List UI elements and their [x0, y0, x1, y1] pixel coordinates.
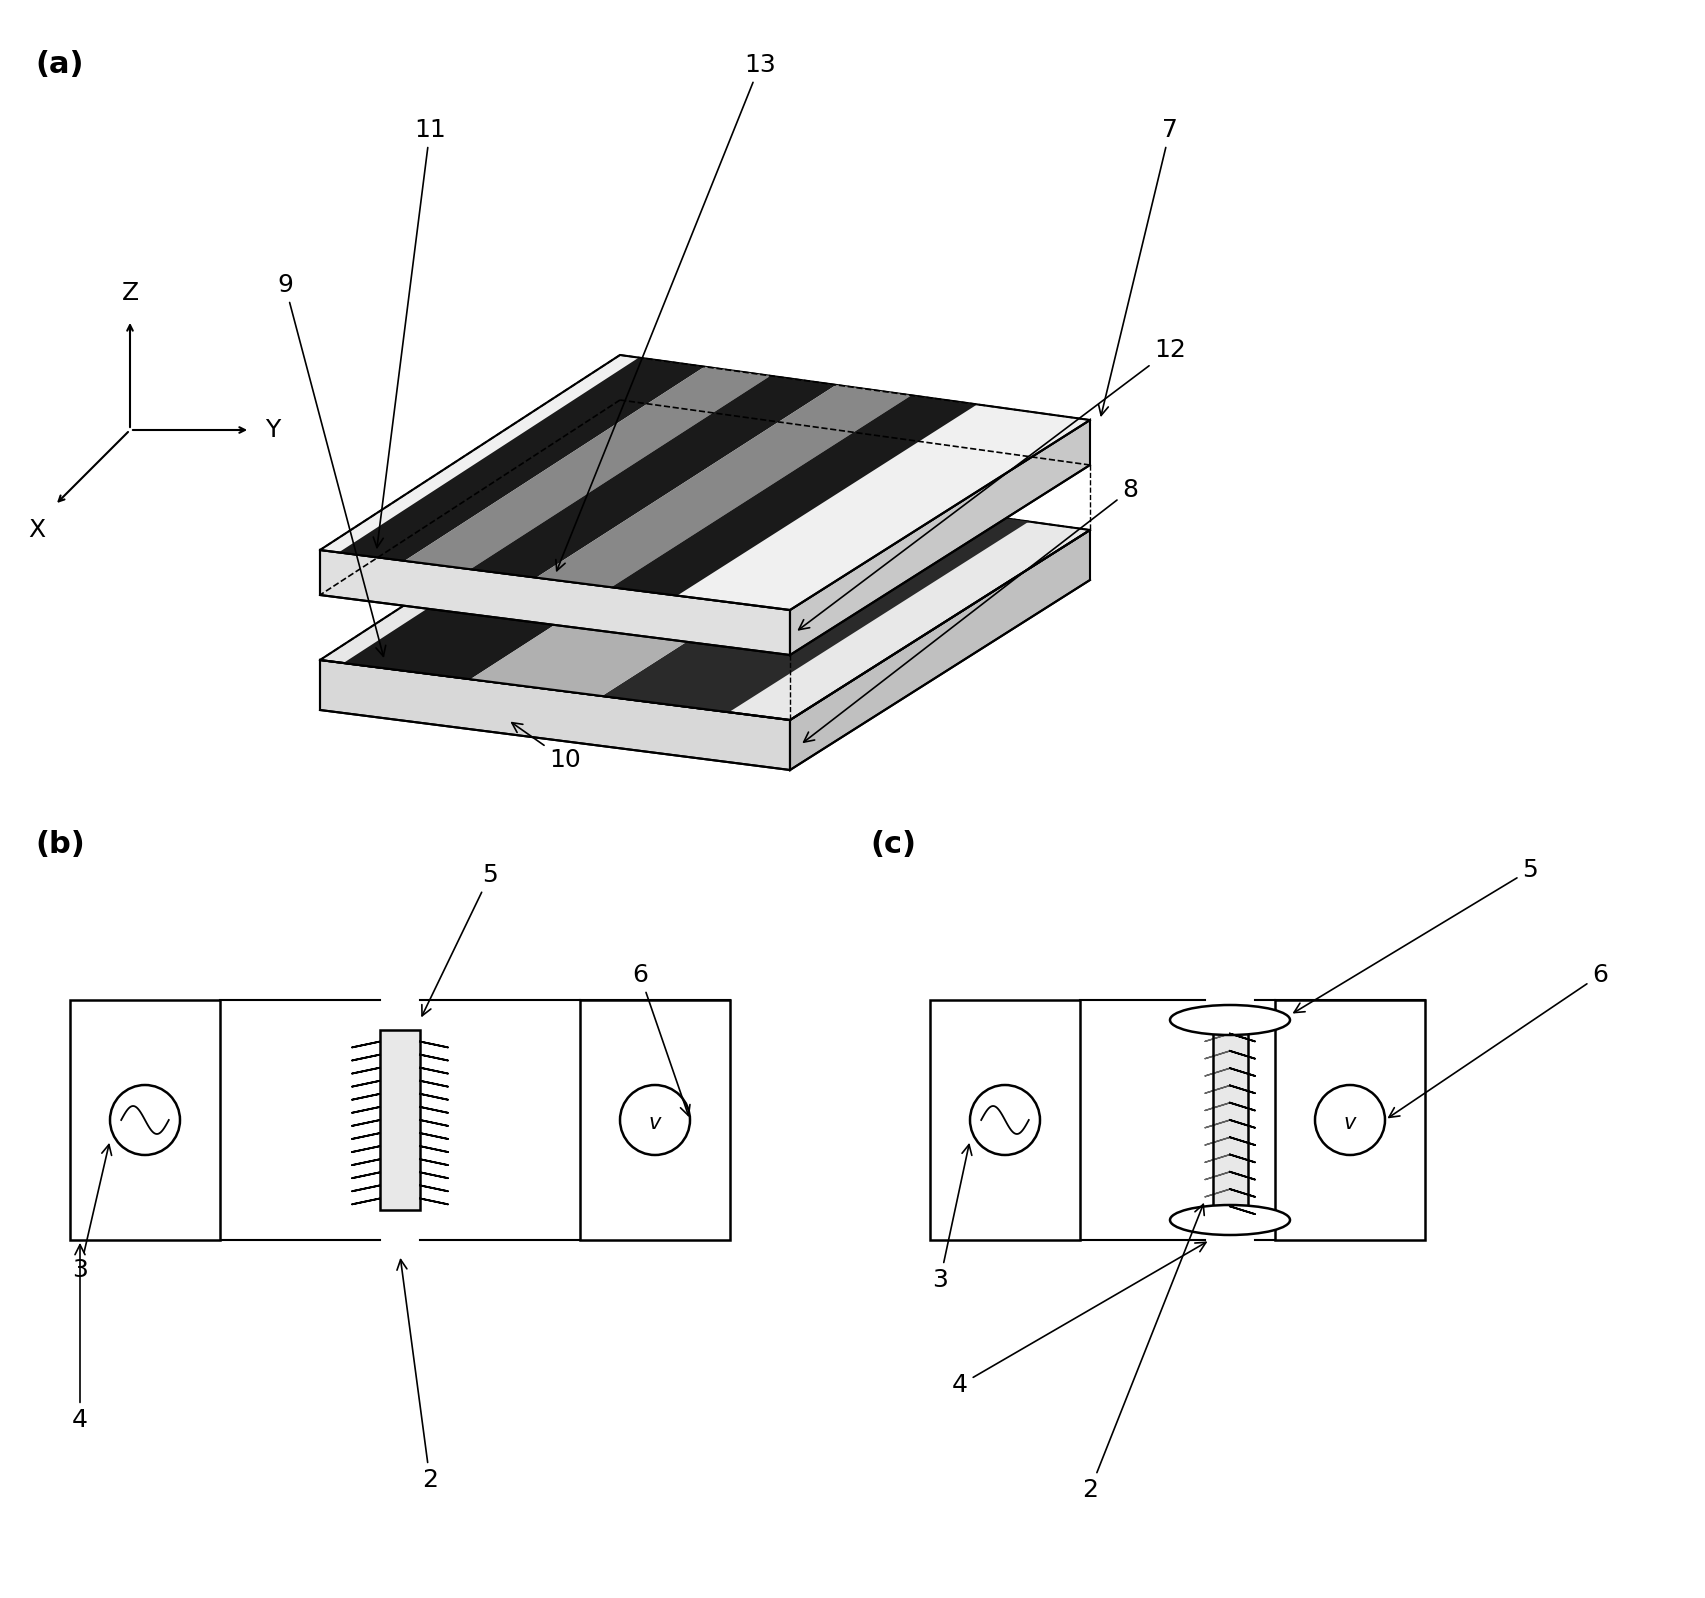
Text: (b): (b) — [36, 829, 85, 860]
Polygon shape — [321, 550, 789, 655]
Polygon shape — [612, 395, 977, 596]
Text: (c): (c) — [870, 829, 916, 860]
Polygon shape — [929, 1000, 1079, 1240]
Text: 2: 2 — [397, 1259, 438, 1493]
Ellipse shape — [1170, 1005, 1291, 1036]
Text: Y: Y — [264, 419, 280, 443]
Text: v: v — [650, 1112, 662, 1133]
Polygon shape — [580, 1000, 730, 1240]
Text: 6: 6 — [633, 964, 691, 1115]
Text: X: X — [27, 518, 44, 542]
Circle shape — [621, 1085, 691, 1155]
Text: 2: 2 — [1083, 1205, 1204, 1502]
Polygon shape — [70, 1000, 220, 1240]
Circle shape — [1315, 1085, 1384, 1155]
Text: 6: 6 — [1390, 964, 1608, 1117]
Text: v: v — [1344, 1112, 1355, 1133]
Polygon shape — [471, 376, 835, 577]
Text: 4: 4 — [951, 1242, 1205, 1397]
Polygon shape — [321, 660, 789, 770]
Polygon shape — [380, 1031, 419, 1210]
Polygon shape — [535, 385, 912, 586]
Polygon shape — [789, 531, 1089, 770]
Polygon shape — [789, 420, 1089, 655]
Polygon shape — [471, 486, 902, 697]
Text: 4: 4 — [72, 1245, 89, 1432]
Text: 3: 3 — [933, 1144, 972, 1293]
Polygon shape — [1275, 1000, 1425, 1240]
Polygon shape — [602, 503, 1028, 713]
Circle shape — [111, 1085, 181, 1155]
Text: 11: 11 — [373, 118, 447, 548]
Text: 13: 13 — [556, 53, 776, 570]
Polygon shape — [1212, 1020, 1248, 1219]
Text: (a): (a) — [36, 50, 84, 78]
Text: 5: 5 — [421, 863, 498, 1016]
Text: 12: 12 — [798, 339, 1187, 630]
Text: 3: 3 — [72, 1144, 111, 1282]
Polygon shape — [321, 465, 1089, 721]
Polygon shape — [321, 355, 1089, 610]
Ellipse shape — [1170, 1205, 1291, 1235]
Polygon shape — [339, 358, 704, 561]
Text: 7: 7 — [1098, 118, 1178, 415]
Text: 8: 8 — [803, 478, 1137, 741]
Text: Z: Z — [121, 281, 138, 305]
Polygon shape — [343, 468, 771, 679]
Text: 10: 10 — [512, 722, 581, 772]
Circle shape — [970, 1085, 1040, 1155]
Polygon shape — [404, 366, 771, 569]
Text: 5: 5 — [1294, 858, 1538, 1013]
Text: 9: 9 — [276, 273, 385, 657]
